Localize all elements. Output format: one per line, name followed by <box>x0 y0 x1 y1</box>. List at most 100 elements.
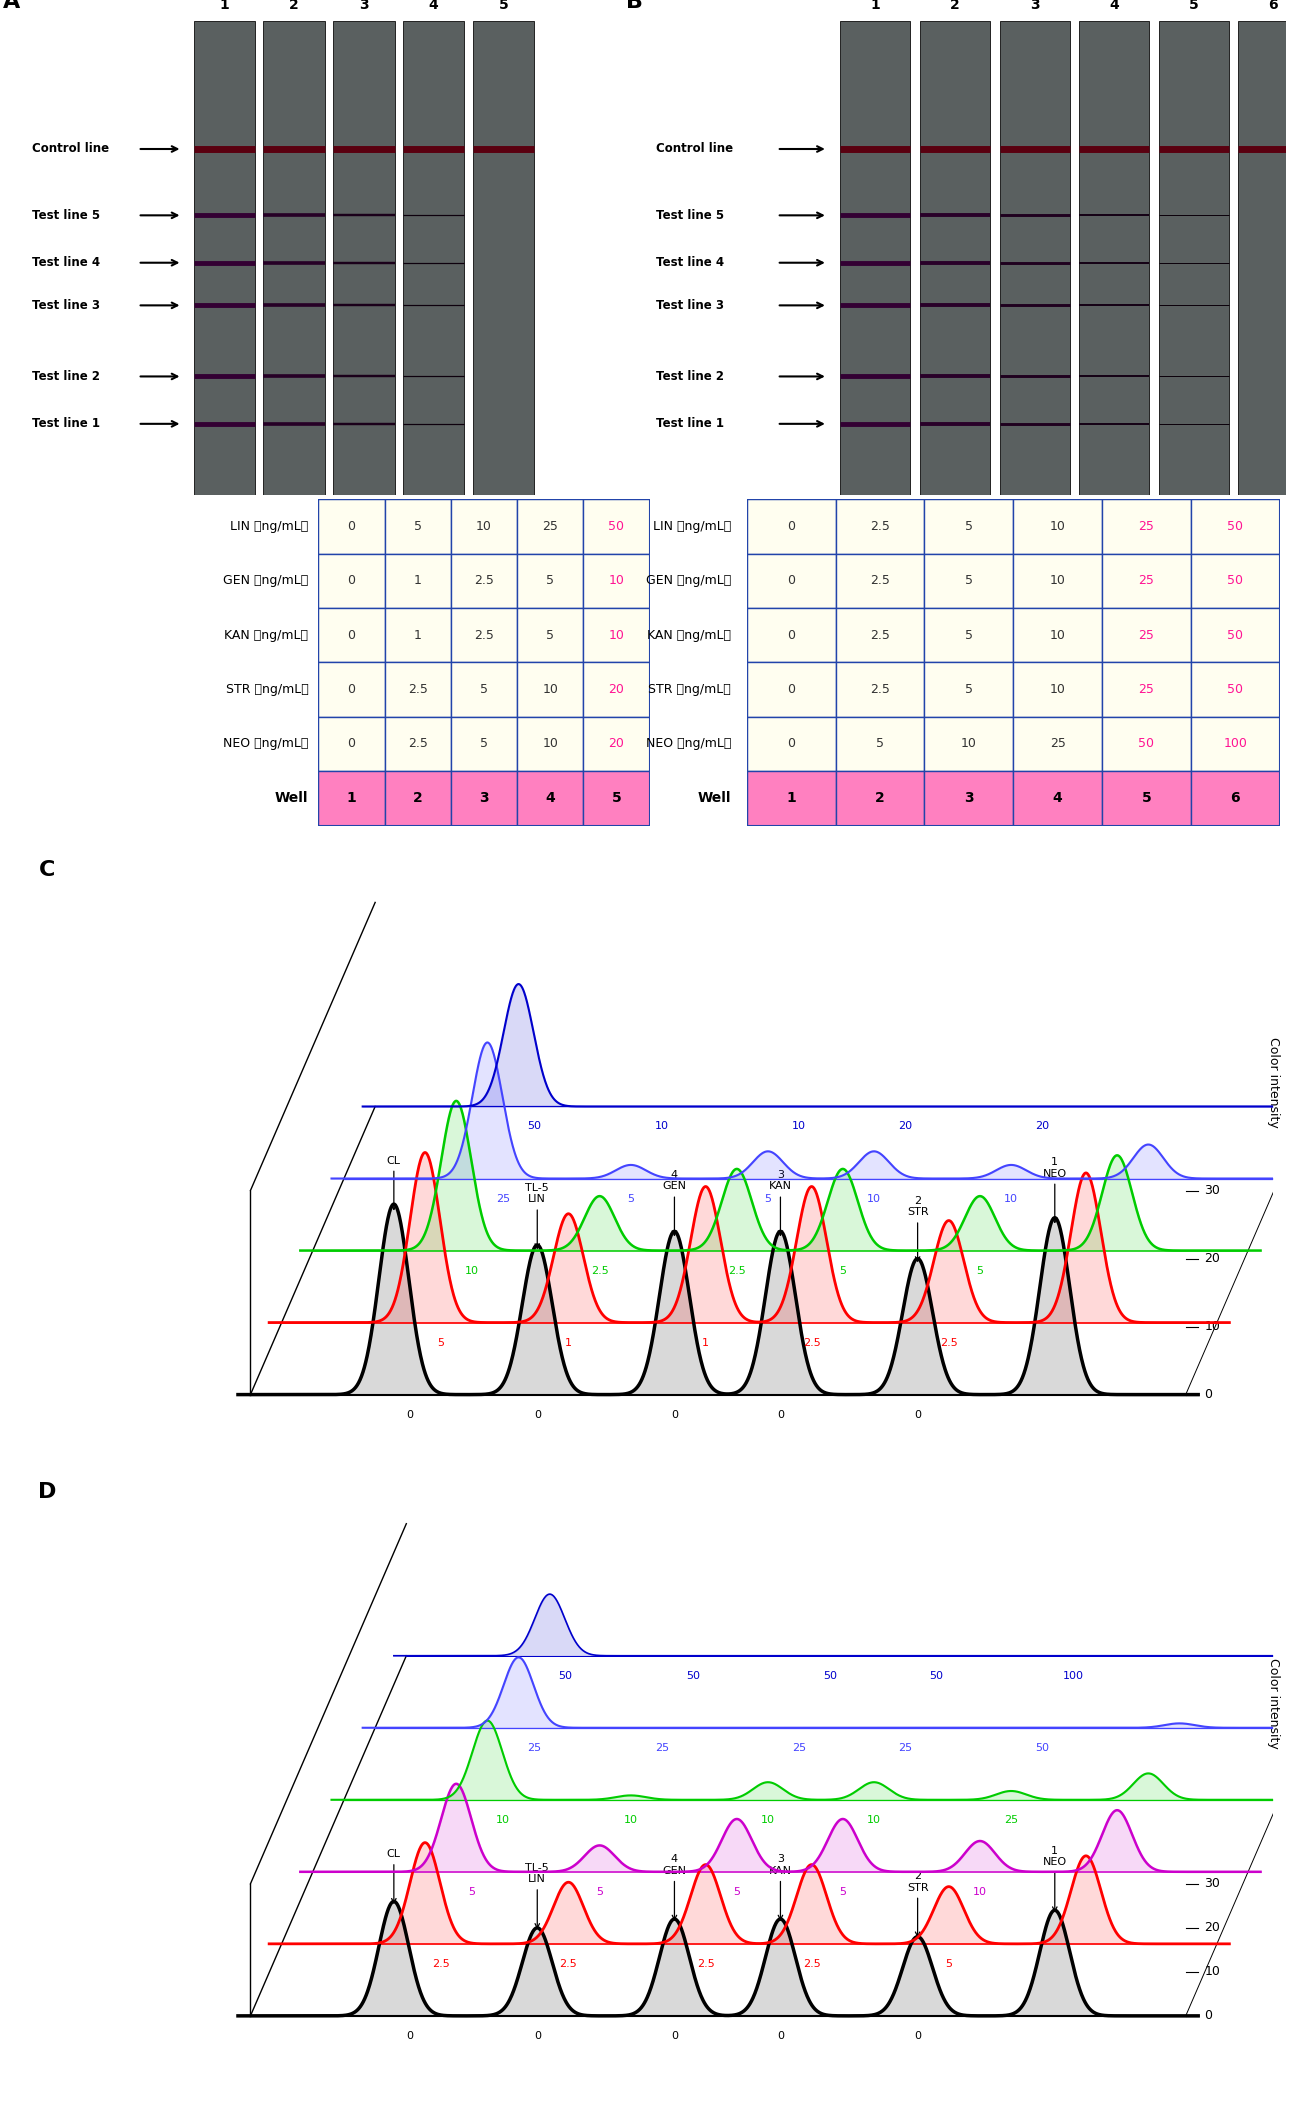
Bar <box>583 554 650 609</box>
Bar <box>318 609 385 661</box>
Text: 2.5: 2.5 <box>870 682 890 697</box>
Bar <box>517 716 583 771</box>
Text: 10: 10 <box>1050 682 1065 697</box>
Bar <box>1191 663 1280 716</box>
Bar <box>451 716 517 771</box>
Text: 1: 1 <box>413 575 422 588</box>
Bar <box>835 554 925 609</box>
Text: C: C <box>39 861 55 880</box>
Bar <box>747 716 835 771</box>
Text: 10: 10 <box>866 1194 881 1203</box>
Text: 20: 20 <box>1204 1253 1220 1266</box>
Text: 5: 5 <box>765 1194 772 1203</box>
Text: 1: 1 <box>220 0 229 11</box>
Text: GEN （ng/mL）: GEN （ng/mL） <box>223 575 308 588</box>
Text: 10: 10 <box>1050 628 1065 642</box>
Bar <box>1102 609 1191 661</box>
Text: 25: 25 <box>1004 1815 1018 1824</box>
Text: 10: 10 <box>542 737 559 750</box>
Text: 2.5: 2.5 <box>870 628 890 642</box>
Bar <box>1102 554 1191 609</box>
Text: 2.5: 2.5 <box>696 1959 714 1969</box>
Text: 20: 20 <box>898 1122 912 1131</box>
Text: 25: 25 <box>527 1744 542 1752</box>
Text: 0: 0 <box>914 1409 921 1419</box>
Text: 1: 1 <box>413 628 422 642</box>
Text: 5: 5 <box>965 520 973 533</box>
Bar <box>1102 499 1191 554</box>
Text: 30: 30 <box>1204 1184 1220 1196</box>
Text: 1: 1 <box>786 792 796 804</box>
Text: Test line 3: Test line 3 <box>656 299 724 312</box>
Bar <box>517 663 583 716</box>
Text: Color intensity: Color intensity <box>1267 1036 1280 1129</box>
Text: 100: 100 <box>1224 737 1247 750</box>
Text: 2.5: 2.5 <box>870 575 890 588</box>
Text: 10: 10 <box>608 575 625 588</box>
Text: 2.5: 2.5 <box>727 1266 746 1276</box>
Text: 3: 3 <box>964 792 974 804</box>
Bar <box>334 21 395 495</box>
Bar <box>747 609 835 661</box>
Text: 0: 0 <box>787 575 795 588</box>
Text: 1
NEO: 1 NEO <box>1043 1156 1066 1221</box>
Text: 5: 5 <box>546 628 555 642</box>
Bar <box>318 716 385 771</box>
Bar <box>583 499 650 554</box>
Bar <box>318 554 385 609</box>
Bar <box>747 554 835 609</box>
Text: 10: 10 <box>542 682 559 697</box>
Text: 5: 5 <box>946 1959 952 1969</box>
Text: 2.5: 2.5 <box>870 520 890 533</box>
Text: 2.5: 2.5 <box>560 1959 577 1969</box>
Bar <box>925 771 1013 826</box>
Text: 10: 10 <box>973 1887 987 1898</box>
Text: 50: 50 <box>1228 575 1243 588</box>
Text: 0: 0 <box>347 520 356 533</box>
Text: 0: 0 <box>787 520 795 533</box>
Bar <box>318 663 385 716</box>
Bar <box>920 21 990 495</box>
Text: LIN （ng/mL）: LIN （ng/mL） <box>652 520 731 533</box>
Bar <box>1013 609 1102 661</box>
Text: 10: 10 <box>608 628 625 642</box>
Text: 5: 5 <box>965 575 973 588</box>
Text: 0: 0 <box>787 682 795 697</box>
Bar <box>517 499 583 554</box>
Text: 25: 25 <box>1138 520 1155 533</box>
Bar <box>925 609 1013 661</box>
Text: 50: 50 <box>686 1670 700 1681</box>
Text: 2.5: 2.5 <box>408 682 427 697</box>
Text: 5: 5 <box>546 575 555 588</box>
Text: D: D <box>39 1483 57 1502</box>
Text: 10: 10 <box>624 1815 638 1824</box>
Text: 10: 10 <box>1004 1194 1018 1203</box>
Text: 0: 0 <box>534 1409 540 1419</box>
Text: 10: 10 <box>496 1815 511 1824</box>
Bar <box>583 609 650 661</box>
Text: STR （ng/mL）: STR （ng/mL） <box>226 682 308 697</box>
Text: Test line 4: Test line 4 <box>31 257 100 270</box>
Bar <box>840 21 911 495</box>
Bar <box>385 716 451 771</box>
Text: B: B <box>626 0 643 11</box>
Bar <box>385 609 451 661</box>
Bar <box>318 499 385 554</box>
Bar <box>451 663 517 716</box>
Text: 0: 0 <box>914 2030 921 2041</box>
Text: STR （ng/mL）: STR （ng/mL） <box>648 682 731 697</box>
Bar <box>835 716 925 771</box>
Text: 5: 5 <box>839 1887 846 1898</box>
Text: Control line: Control line <box>656 143 733 156</box>
Text: 100: 100 <box>1063 1670 1083 1681</box>
Text: 10: 10 <box>761 1815 776 1824</box>
Bar <box>451 771 517 826</box>
Bar <box>385 499 451 554</box>
Text: 3
KAN: 3 KAN <box>769 1169 792 1236</box>
Text: 5: 5 <box>977 1266 983 1276</box>
Text: 1: 1 <box>703 1337 709 1348</box>
Text: KAN （ng/mL）: KAN （ng/mL） <box>225 628 308 642</box>
Text: 4
GEN: 4 GEN <box>662 1169 686 1236</box>
Text: 5: 5 <box>596 1887 603 1898</box>
Bar <box>925 716 1013 771</box>
